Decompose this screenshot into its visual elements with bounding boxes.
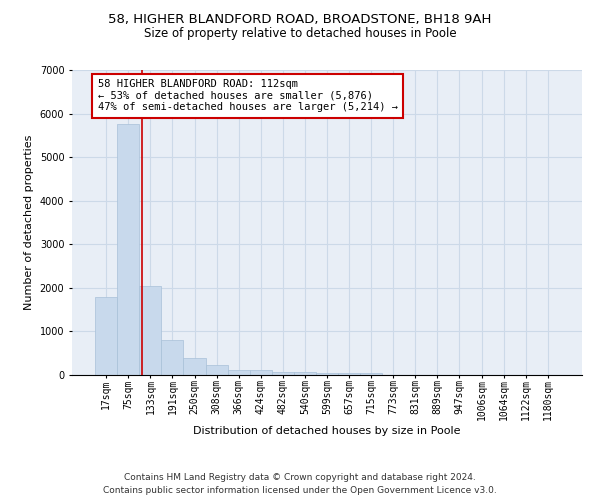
Bar <box>250 370 272 375</box>
Bar <box>360 373 382 375</box>
Bar <box>316 372 338 375</box>
Bar <box>227 370 250 375</box>
Text: 58 HIGHER BLANDFORD ROAD: 112sqm
← 53% of detached houses are smaller (5,876)
47: 58 HIGHER BLANDFORD ROAD: 112sqm ← 53% o… <box>97 79 398 112</box>
Bar <box>338 372 360 375</box>
Bar <box>161 340 184 375</box>
Bar <box>117 124 139 375</box>
Text: Size of property relative to detached houses in Poole: Size of property relative to detached ho… <box>143 28 457 40</box>
Text: 58, HIGHER BLANDFORD ROAD, BROADSTONE, BH18 9AH: 58, HIGHER BLANDFORD ROAD, BROADSTONE, B… <box>109 12 491 26</box>
Bar <box>294 372 316 375</box>
Y-axis label: Number of detached properties: Number of detached properties <box>24 135 34 310</box>
Bar <box>139 286 161 375</box>
Text: Contains HM Land Registry data © Crown copyright and database right 2024.
Contai: Contains HM Land Registry data © Crown c… <box>103 474 497 495</box>
Bar <box>95 298 117 375</box>
X-axis label: Distribution of detached houses by size in Poole: Distribution of detached houses by size … <box>193 426 461 436</box>
Bar <box>184 358 206 375</box>
Bar <box>206 366 227 375</box>
Bar <box>272 372 294 375</box>
